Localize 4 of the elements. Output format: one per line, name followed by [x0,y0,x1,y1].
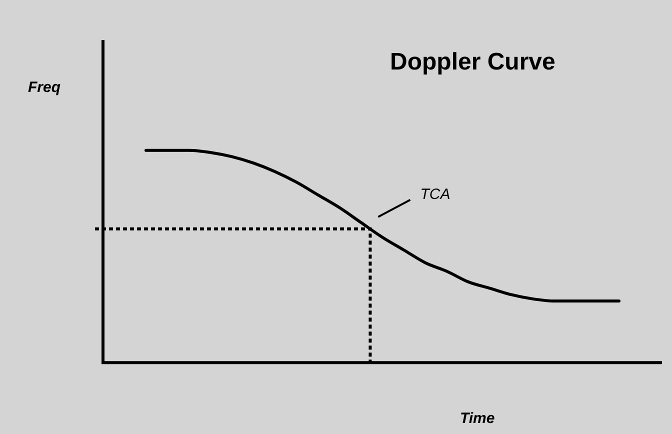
x-axis-title: Time [460,410,495,428]
chart-title: Doppler Curve [390,48,556,76]
y-axis-title: Freq [28,79,61,96]
ref-line-label: TCA [420,186,450,204]
